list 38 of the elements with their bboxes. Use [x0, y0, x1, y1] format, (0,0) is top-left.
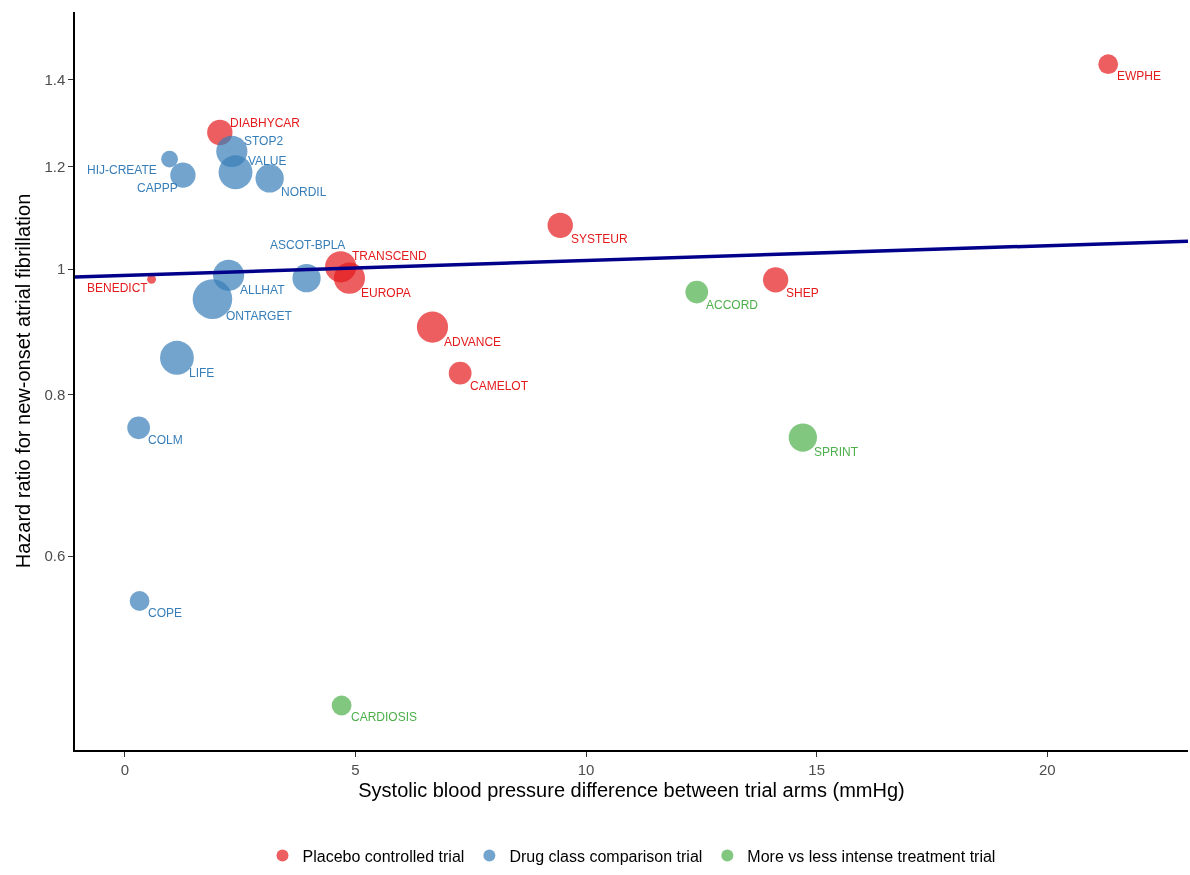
y-tick-label: 1 [56, 260, 66, 278]
annotation: LIFE [189, 366, 215, 380]
annotation: COPE [148, 606, 183, 620]
annotation: VALUE [248, 154, 287, 168]
annotation: COLM [148, 433, 183, 447]
x-tick-label: 15 [808, 760, 826, 778]
legend-label: Placebo controlled trial [302, 847, 465, 865]
y-tick-label: 0.6 [44, 547, 66, 565]
annotation: CARDIOSIS [351, 710, 418, 724]
annotation: CAPPP [137, 181, 178, 195]
y-tick-label: 1.4 [44, 71, 66, 89]
annotation: BENEDICT [87, 281, 149, 295]
annotation: HIJ-CREATE [87, 163, 157, 177]
annotation: SPRINT [814, 445, 859, 459]
x-tick-label: 10 [577, 760, 595, 778]
annotation: ACCORD [706, 298, 759, 312]
annotation: TRANSCEND [352, 249, 428, 263]
legend-label: Drug class comparison trial [509, 847, 703, 865]
x-axis-title: Systolic blood pressure difference between trial arms (mmHg) [358, 778, 905, 801]
x-tick-label: 0 [120, 760, 129, 778]
legend-label: More vs less intense treatment trial [747, 847, 996, 865]
y-tick-label: 1.2 [44, 157, 66, 175]
annotation: NORDIL [281, 185, 327, 199]
annotation: ONTARGET [226, 309, 293, 323]
annotation: EUROPA [361, 286, 411, 300]
annotation: CAMELOT [470, 379, 529, 393]
annotation: SYSTEUR [571, 232, 629, 246]
annotation: ASCOT-BPLA [270, 238, 346, 252]
annotation: ADVANCE [444, 335, 502, 349]
annotation: STOP2 [244, 134, 284, 148]
y-tick-label: 0.8 [44, 385, 66, 403]
x-tick-label: 20 [1038, 760, 1056, 778]
x-tick-label: 5 [351, 760, 360, 778]
annotation: DIABHYCAR [230, 116, 301, 130]
annotation: ALLHAT [240, 283, 286, 297]
y-axis-title: Hazard ratio for new-onset atrial fibrillation [12, 193, 35, 569]
annotation: SHEP [786, 286, 819, 300]
annotation: EWPHE [1117, 69, 1162, 83]
